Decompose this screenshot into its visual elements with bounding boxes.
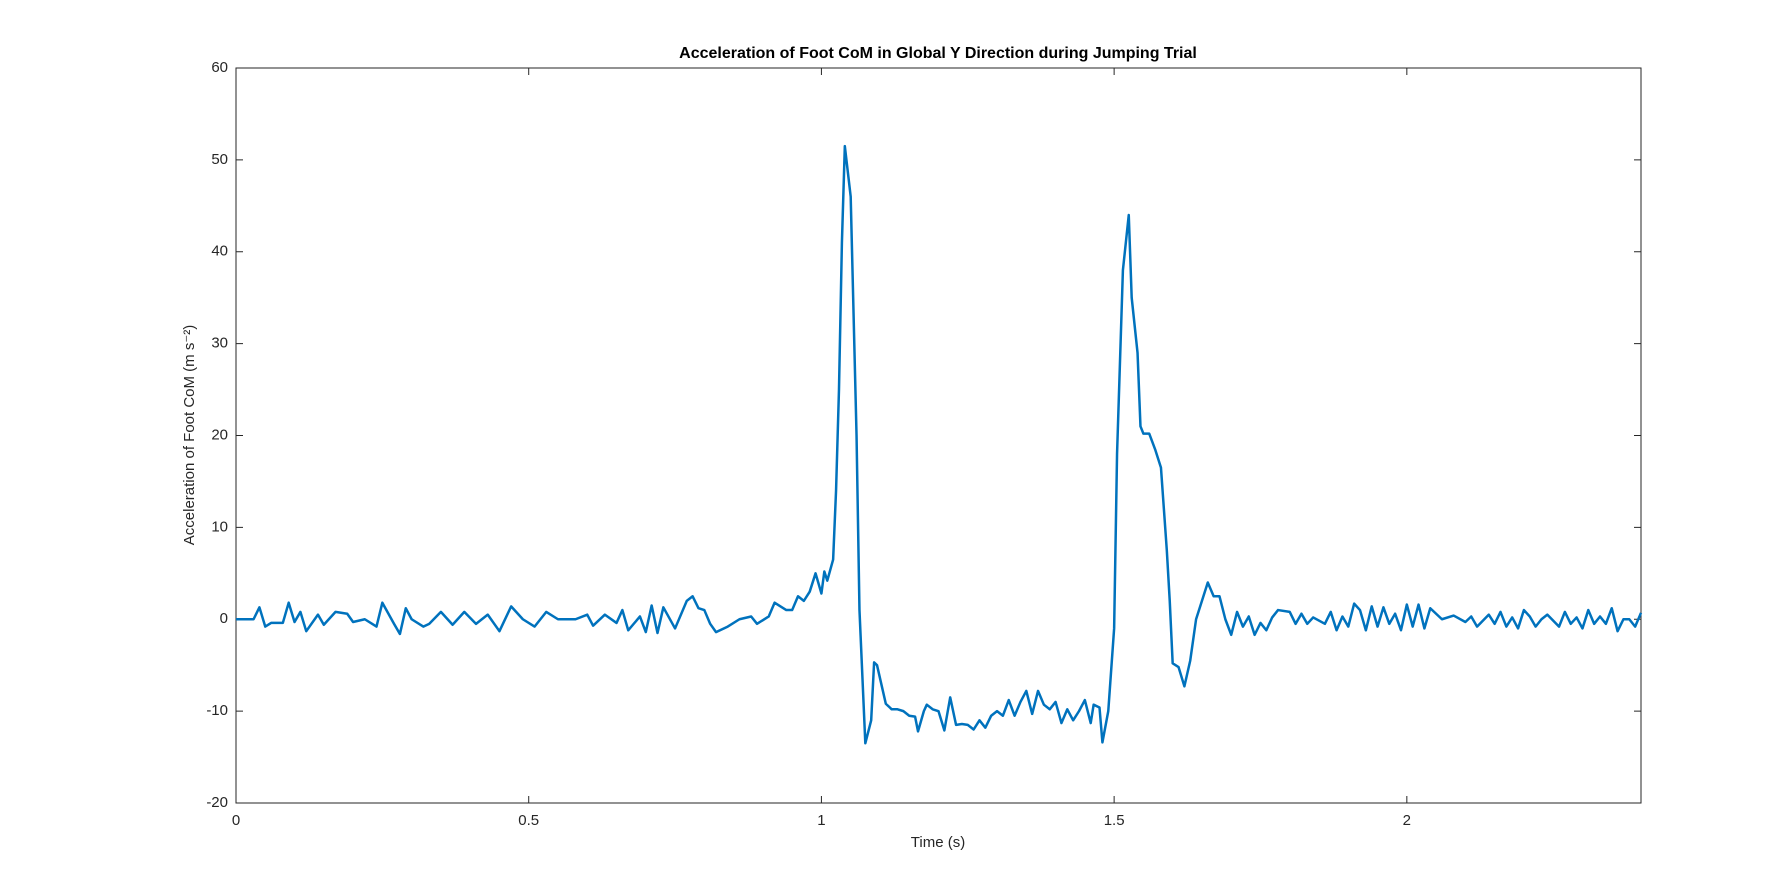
data-line: [236, 144, 1643, 745]
y-tick-label: 20: [211, 426, 228, 443]
y-tick-label: 60: [211, 59, 228, 76]
x-tick-label: 0: [232, 812, 240, 829]
x-tick-label: 0.5: [518, 812, 539, 829]
y-tick-label: 10: [211, 518, 228, 535]
x-tick-label: 2: [1403, 812, 1411, 829]
y-tick-label: 40: [211, 243, 228, 260]
x-tick-label: 1.5: [1104, 812, 1125, 829]
x-tick-label: 1: [817, 812, 825, 829]
x-axis-label: Time (s): [911, 834, 965, 851]
plot-frame: [235, 67, 1642, 804]
y-tick-label: 30: [211, 335, 228, 352]
y-tick-label: 0: [220, 610, 228, 627]
y-tick-label: -10: [206, 702, 228, 719]
y-tick-label: -20: [206, 794, 228, 811]
y-tick-label: 50: [211, 151, 228, 168]
y-axis-label: Acceleration of Foot CoM (m s⁻²): [181, 325, 198, 545]
chart-title: Acceleration of Foot CoM in Global Y Dir…: [679, 45, 1197, 62]
